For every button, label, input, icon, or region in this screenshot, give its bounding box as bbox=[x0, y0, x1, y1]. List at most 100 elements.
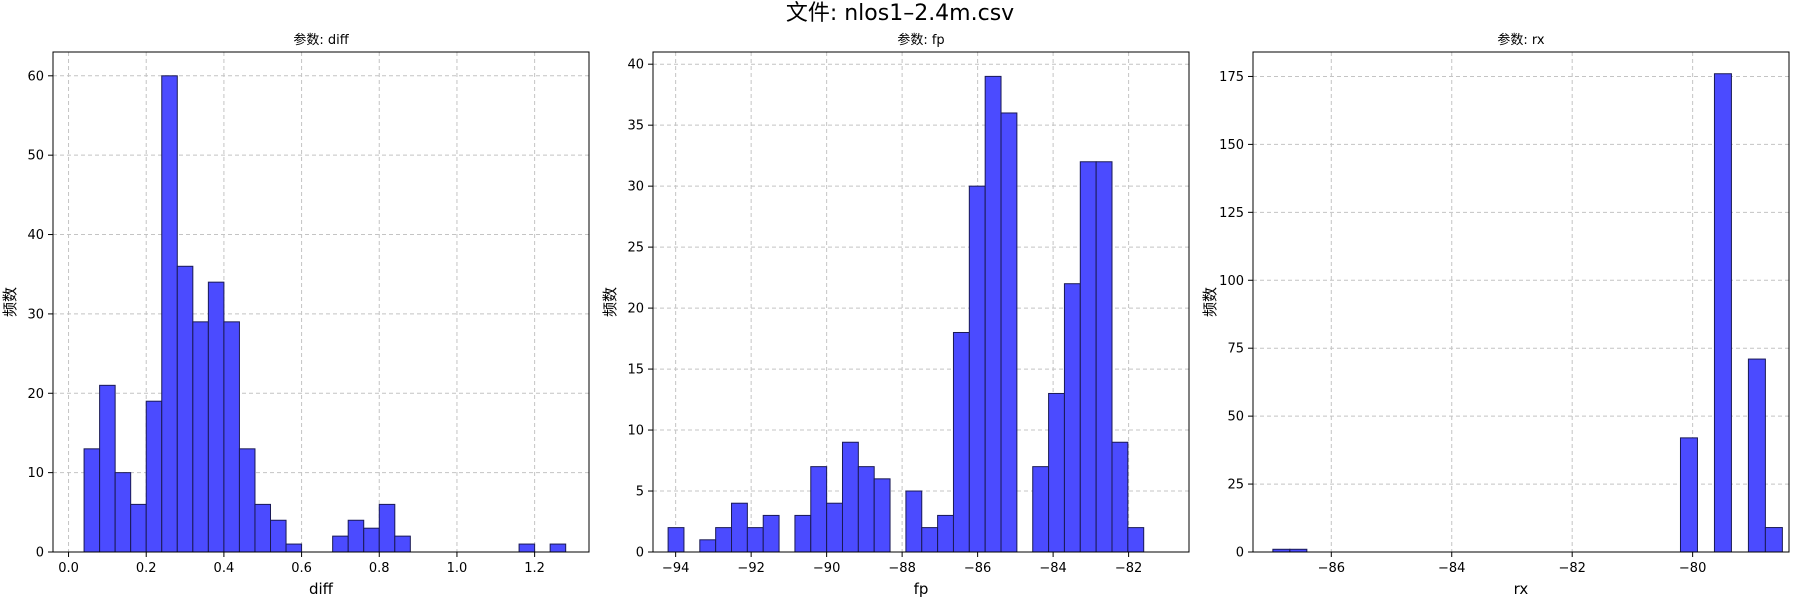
histogram-bar bbox=[699, 539, 717, 553]
histogram-bar bbox=[937, 514, 954, 553]
subplot-diff: 0.0 0.2 0.4 0.6 0.8 1.0 1.2 0 10 20 30 40 50 60 参数: d… bbox=[1, 32, 590, 598]
subplot-title: 参数: diff bbox=[293, 32, 349, 48]
y-tick-label: 0 bbox=[636, 546, 644, 561]
histogram-bar bbox=[1764, 527, 1783, 553]
x-tick-label: 1.2 bbox=[524, 561, 545, 576]
x-tick-label: −94 bbox=[662, 561, 689, 576]
y-tick-label: 150 bbox=[1219, 138, 1244, 153]
subplot-title: 参数: rx bbox=[1497, 32, 1545, 48]
y-tick-label: 40 bbox=[27, 228, 44, 243]
axes-frame bbox=[52, 51, 590, 553]
histogram-bar bbox=[810, 466, 828, 553]
histogram-bar bbox=[99, 384, 116, 553]
histogram-bar bbox=[1032, 466, 1050, 553]
y-tick-label: 100 bbox=[1219, 274, 1244, 289]
subplot-title: 参数: fp bbox=[897, 32, 944, 48]
x-tick-label: −88 bbox=[888, 561, 915, 576]
histogram-bar bbox=[1048, 392, 1065, 553]
histogram-bar bbox=[176, 265, 194, 553]
histogram-bar bbox=[332, 535, 349, 553]
histogram-bar bbox=[549, 543, 567, 553]
histogram-bar bbox=[1747, 358, 1766, 553]
histogram-bar bbox=[114, 472, 132, 553]
histogram-bar bbox=[794, 514, 812, 553]
y-tick-label: 0 bbox=[36, 546, 44, 561]
x-tick-label: −80 bbox=[1679, 561, 1706, 576]
histogram-bar bbox=[394, 535, 411, 553]
x-tick-label: 1.0 bbox=[447, 561, 468, 576]
histogram-bar bbox=[223, 321, 240, 553]
histogram-bar bbox=[667, 527, 685, 553]
histogram-bar bbox=[130, 503, 147, 553]
y-tick-label: 75 bbox=[1227, 342, 1244, 357]
y-tick-label: 5 bbox=[636, 485, 644, 500]
histogram-bar bbox=[145, 400, 163, 553]
histogram-bar bbox=[905, 490, 923, 553]
subplot-rx: −86 −84 −82 −80 0 25 50 75 100 125 150 175 参数: rx r… bbox=[1201, 32, 1790, 598]
y-tick-label: 0 bbox=[1236, 546, 1244, 561]
x-tick-label: −82 bbox=[1558, 561, 1585, 576]
y-tick-label: 10 bbox=[627, 424, 644, 439]
y-axis-label: 频数 bbox=[601, 287, 619, 317]
y-tick-label: 15 bbox=[627, 363, 644, 378]
axes-frame bbox=[652, 51, 1190, 553]
x-tick-label: 0.2 bbox=[136, 561, 157, 576]
histogram-bar bbox=[192, 321, 209, 553]
x-tick-label: −90 bbox=[813, 561, 840, 576]
x-tick-label: −92 bbox=[737, 561, 764, 576]
histogram-bar bbox=[1713, 73, 1732, 553]
histogram-bar bbox=[762, 514, 780, 553]
x-tick-label: −84 bbox=[1039, 561, 1066, 576]
axes-frame bbox=[1252, 51, 1790, 553]
x-tick-label: −84 bbox=[1438, 561, 1465, 576]
y-tick-label: 125 bbox=[1219, 206, 1244, 221]
y-tick-label: 25 bbox=[627, 241, 644, 256]
histogram-bar bbox=[1000, 112, 1018, 553]
y-tick-label: 60 bbox=[27, 69, 44, 84]
x-tick-label: 0.8 bbox=[369, 561, 390, 576]
histogram-bar bbox=[1111, 441, 1129, 553]
y-tick-label: 50 bbox=[1227, 410, 1244, 425]
histogram-bar bbox=[1679, 437, 1698, 553]
histogram-bar bbox=[952, 331, 970, 553]
histogram-bar bbox=[1127, 527, 1145, 553]
y-axis-label: 频数 bbox=[1201, 287, 1219, 317]
histogram-bar bbox=[841, 441, 859, 553]
histogram-bar bbox=[921, 527, 939, 553]
x-tick-label: −86 bbox=[964, 561, 991, 576]
histogram-bar bbox=[83, 448, 101, 553]
y-tick-label: 25 bbox=[1227, 478, 1244, 493]
histogram-bar bbox=[285, 543, 303, 553]
y-axis-label: 频数 bbox=[1, 287, 19, 317]
x-tick-label: 0.4 bbox=[214, 561, 235, 576]
y-tick-label: 175 bbox=[1219, 70, 1244, 85]
figure-suptitle: 文件: nlos1–2.4m.csv bbox=[786, 1, 1014, 26]
histogram-bar bbox=[238, 448, 256, 553]
y-tick-label: 20 bbox=[27, 387, 44, 402]
y-tick-label: 20 bbox=[627, 302, 644, 317]
subplot-fp: −94 −92 −90 −88 −86 −84 −82 0 5 10 15 20 25 30 35 40 参数… bbox=[601, 32, 1190, 598]
y-tick-label: 35 bbox=[627, 119, 644, 134]
histogram-bar bbox=[857, 466, 875, 553]
histogram-bar bbox=[1063, 283, 1081, 553]
histogram-bar bbox=[518, 543, 536, 553]
histogram-bar bbox=[378, 503, 396, 553]
histogram-bar bbox=[731, 502, 748, 553]
x-axis-label: rx bbox=[1514, 580, 1529, 598]
histogram-bar bbox=[207, 281, 225, 553]
histogram-bar bbox=[161, 75, 178, 553]
x-tick-label: 0.0 bbox=[58, 561, 79, 576]
histogram-bar bbox=[873, 478, 891, 553]
x-tick-label: −82 bbox=[1115, 561, 1142, 576]
histogram-bar bbox=[363, 527, 380, 553]
x-tick-label: −86 bbox=[1318, 561, 1345, 576]
y-tick-label: 50 bbox=[27, 149, 44, 164]
y-tick-label: 30 bbox=[627, 180, 644, 195]
y-tick-label: 40 bbox=[627, 58, 644, 73]
histogram-bar bbox=[715, 527, 733, 553]
histogram-bar bbox=[270, 519, 287, 553]
y-tick-label: 30 bbox=[27, 307, 44, 322]
histogram-bar bbox=[984, 75, 1002, 553]
histogram-bar bbox=[1095, 161, 1113, 553]
